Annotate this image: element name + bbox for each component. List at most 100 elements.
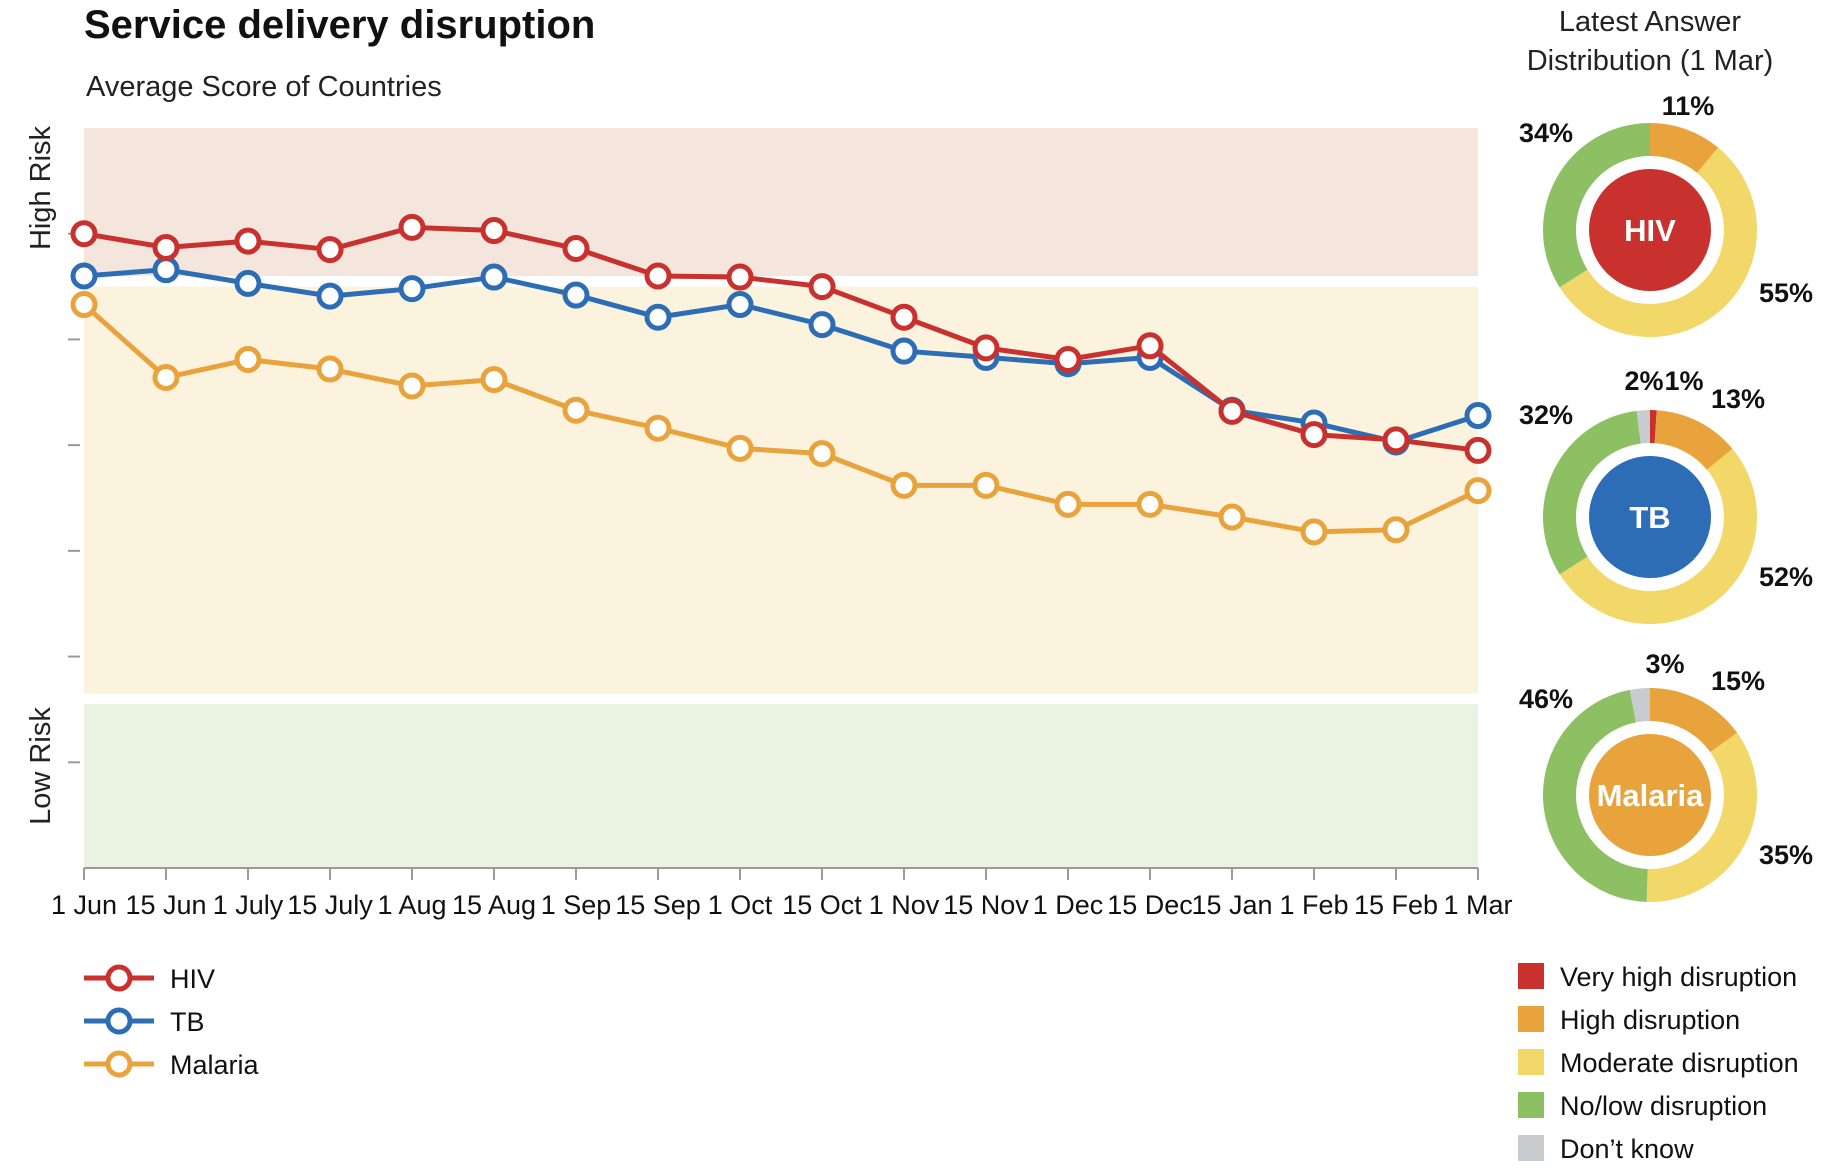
donut-tb: TB 1% 13% 52% 32% 2% <box>1519 366 1813 624</box>
x-tick-label: 15 Dec <box>1107 890 1193 920</box>
x-tick-label: 1 Mar <box>1443 890 1512 920</box>
donut-slice <box>1543 123 1650 288</box>
data-point-malaria <box>1136 490 1164 518</box>
donut-slice-label: 15% <box>1711 666 1765 696</box>
donut-slice-label: 32% <box>1519 400 1573 430</box>
donut-title-line-1: Latest Answer <box>1559 6 1741 38</box>
donut-slice <box>1543 689 1648 902</box>
series-line-malaria <box>82 302 1480 535</box>
donut-hiv: HIV 11% 55% 34% <box>1519 91 1813 338</box>
donut-slice-label: 34% <box>1519 118 1573 148</box>
chart-title: Service delivery disruption <box>84 3 595 47</box>
donut-slice-label: 3% <box>1645 649 1684 679</box>
donut-center <box>1589 169 1711 291</box>
data-point-malaria <box>234 346 262 374</box>
series-malaria <box>70 291 1492 546</box>
data-point-hiv <box>562 235 590 263</box>
data-point-hiv <box>1300 421 1328 449</box>
legend-swatch <box>1518 1092 1544 1118</box>
legend-swatch-marker <box>105 1007 133 1035</box>
category-legend-item: Don’t know <box>1518 1134 1694 1164</box>
series-legend: HIV TB Malaria <box>84 964 260 1080</box>
donut-slice <box>1543 410 1641 575</box>
legend-swatch-marker <box>105 964 133 992</box>
legend-swatch <box>1518 1006 1544 1032</box>
data-point-malaria <box>644 414 672 442</box>
data-point-malaria <box>726 434 754 462</box>
x-tick-label: 15 Sep <box>615 890 701 920</box>
donut-slice <box>1646 732 1757 902</box>
x-tick-label: 15 Aug <box>452 890 536 920</box>
x-axis: 1 Jun 15 Jun 1 July 15 July 1 Aug 15 Aug 1 Sep… <box>51 867 1513 920</box>
data-point-hiv <box>234 227 262 255</box>
x-tick-label: 1 Oct <box>708 890 773 920</box>
data-point-tb <box>70 262 98 290</box>
category-legend-item: High disruption <box>1518 1005 1740 1035</box>
donut-center <box>1589 734 1711 856</box>
legend-label: Don’t know <box>1560 1134 1694 1164</box>
data-point-malaria <box>972 471 1000 499</box>
legend-label: High disruption <box>1560 1005 1740 1035</box>
data-point-tb <box>398 275 426 303</box>
legend-label: HIV <box>170 964 215 994</box>
category-legend-item: Moderate disruption <box>1518 1048 1799 1078</box>
band-label-low-risk: Low Risk <box>25 707 57 825</box>
category-legend-item: No/low disruption <box>1518 1091 1767 1121</box>
data-point-hiv <box>1054 346 1082 374</box>
donut-center-label: HIV <box>1624 213 1676 248</box>
x-tick-label: 15 Jun <box>125 890 206 920</box>
donut-slice <box>1636 410 1650 444</box>
data-point-hiv <box>316 236 344 264</box>
data-point-malaria <box>398 372 426 400</box>
x-tick-label: 15 July <box>287 890 373 920</box>
donut-slice-label: 13% <box>1711 384 1765 414</box>
data-point-hiv <box>1218 397 1246 425</box>
category-legend-item: Very high disruption <box>1518 962 1797 992</box>
donut-center-label: Malaria <box>1597 778 1705 813</box>
data-point-hiv <box>972 334 1000 362</box>
data-point-tb <box>644 303 672 331</box>
series-hiv <box>70 213 1492 464</box>
data-point-tb <box>562 281 590 309</box>
category-legend: Very high disruption High disruption Moder… <box>1518 962 1799 1164</box>
donut-slice <box>1559 448 1757 624</box>
data-point-hiv <box>1136 332 1164 360</box>
legend-label: Malaria <box>170 1050 260 1080</box>
data-point-hiv <box>480 217 508 245</box>
data-point-malaria <box>808 440 836 468</box>
donut-slice <box>1650 123 1719 173</box>
data-point-malaria <box>480 366 508 394</box>
x-tick-label: 1 Nov <box>869 890 940 920</box>
legend-swatch-marker <box>105 1050 133 1078</box>
data-point-malaria <box>70 291 98 319</box>
donut-slice <box>1629 688 1650 723</box>
donut-center <box>1589 456 1711 578</box>
donut-center-label: TB <box>1629 500 1670 535</box>
band-0 <box>84 128 1478 276</box>
data-point-malaria <box>152 363 180 391</box>
data-point-hiv <box>1382 426 1410 454</box>
x-tick-label: 15 Oct <box>782 890 862 920</box>
band-2 <box>84 704 1478 868</box>
data-point-hiv <box>890 303 918 331</box>
data-point-tb <box>152 256 180 284</box>
data-point-tb <box>234 269 262 297</box>
x-tick-label: 1 Feb <box>1279 890 1348 920</box>
donut-slice <box>1559 147 1757 338</box>
data-point-hiv <box>1464 436 1492 464</box>
legend-label: TB <box>170 1007 205 1037</box>
donut-title-line-2: Distribution (1 Mar) <box>1527 45 1774 77</box>
band-label-high-risk: High Risk <box>25 125 57 250</box>
x-tick-label: 15 Feb <box>1354 890 1438 920</box>
x-tick-label: 15 Jan <box>1191 890 1272 920</box>
data-point-malaria <box>1218 503 1246 531</box>
x-tick-label: 1 Dec <box>1033 890 1104 920</box>
data-point-malaria <box>1464 477 1492 505</box>
data-point-tb <box>726 291 754 319</box>
donut-slice-label: 35% <box>1759 840 1813 870</box>
series-lines <box>70 213 1492 546</box>
donut-slice-label: 11% <box>1662 91 1715 121</box>
donut-slice-label: 55% <box>1759 278 1813 308</box>
donut-malaria: Malaria 15% 35% 46% 3% <box>1519 649 1813 902</box>
data-point-tb <box>316 282 344 310</box>
